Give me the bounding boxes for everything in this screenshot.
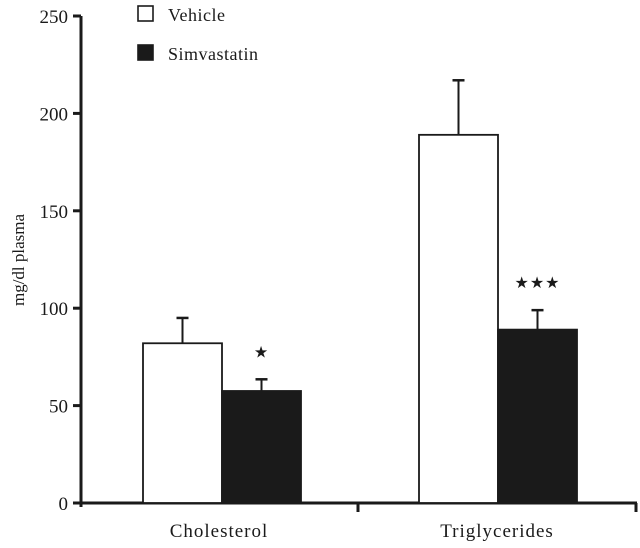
legend-label-simvastatin: Simvastatin <box>168 44 259 64</box>
bar-simvastatin-triglycerides <box>497 328 578 504</box>
bar-simvastatin-cholesterol <box>221 390 302 504</box>
y-tick-label: 100 <box>40 299 69 320</box>
y-axis-label: mg/dl plasma <box>9 214 28 307</box>
bars: ★★★★ <box>142 79 578 504</box>
bar-vehicle-triglycerides <box>418 133 499 504</box>
bar-vehicle-cholesterol <box>142 342 223 504</box>
x-tick-label-triglycerides: Triglycerides <box>440 521 554 542</box>
y-tick-label: 50 <box>49 397 68 418</box>
legend-swatch-simvastatin <box>137 44 154 61</box>
y-tick-label: 250 <box>40 7 69 28</box>
x-tick-labels: Cholesterol Triglycerides <box>170 521 554 542</box>
y-tick-label: 150 <box>40 202 69 223</box>
x-tick-label-cholesterol: Cholesterol <box>170 521 269 542</box>
significance-marker-simvastatin-triglycerides: ★★★ <box>514 275 560 292</box>
legend-label-vehicle: Vehicle <box>168 5 225 25</box>
y-tick-label: 0 <box>59 494 69 515</box>
y-ticks: 0 50 100 150 200 250 <box>40 7 81 515</box>
significance-marker-simvastatin-cholesterol: ★ <box>254 344 269 361</box>
legend-swatch-vehicle <box>137 5 154 22</box>
legend: Vehicle Simvastatin <box>137 5 259 64</box>
y-tick-label: 200 <box>40 104 69 125</box>
